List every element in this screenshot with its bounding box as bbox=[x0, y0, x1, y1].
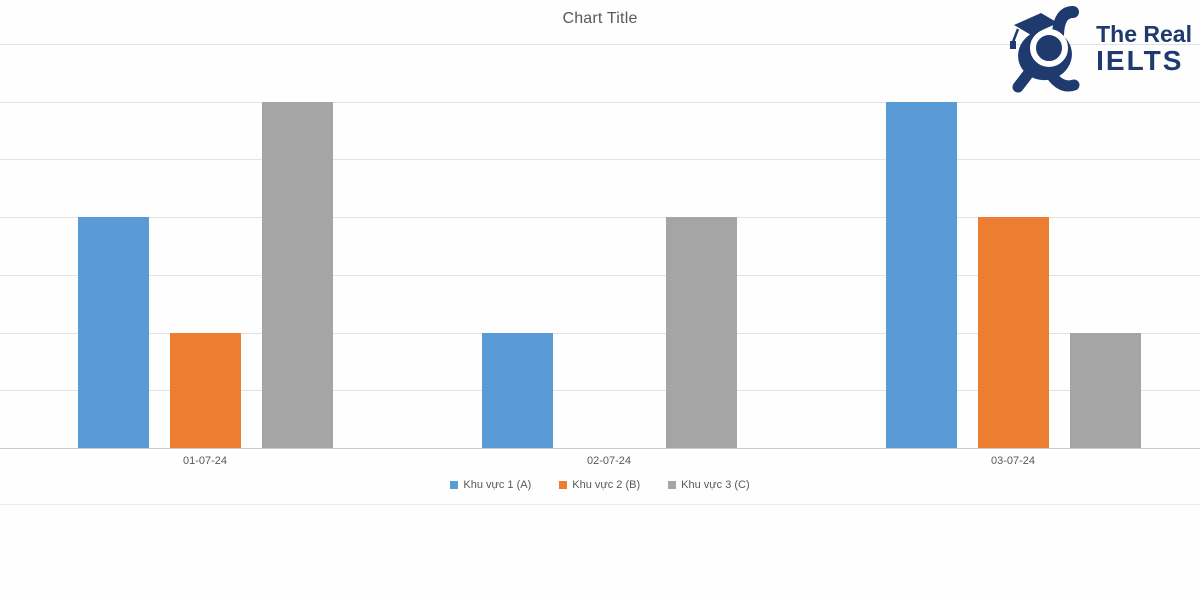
legend-item: Khu vực 2 (B) bbox=[559, 479, 640, 491]
bar-01-07-24-series3 bbox=[261, 102, 333, 448]
logo-text-line1: The Real bbox=[1096, 21, 1192, 48]
bar-02-07-24-series1 bbox=[481, 333, 553, 448]
x-axis-tick-label: 02-07-24 bbox=[586, 455, 632, 467]
gridline bbox=[0, 101, 1200, 103]
bar-01-07-24-series1 bbox=[77, 217, 149, 448]
legend-swatch-icon bbox=[450, 481, 459, 489]
gridline bbox=[0, 390, 1200, 392]
x-axis-tick-label: 03-07-24 bbox=[990, 455, 1036, 467]
logo-text-line2: IELTS bbox=[1096, 45, 1184, 77]
bar-03-07-24-series2 bbox=[977, 217, 1049, 448]
gridline bbox=[0, 332, 1200, 334]
logo: The Real IELTS bbox=[1006, 4, 1192, 94]
legend-item: Khu vực 3 (C) bbox=[668, 479, 750, 491]
divider-line bbox=[0, 504, 1200, 505]
x-axis-line bbox=[0, 448, 1200, 449]
bar-02-07-24-series3 bbox=[665, 217, 737, 448]
legend: Khu vực 1 (A) Khu vực 2 (B) Khu vực 3 (C) bbox=[0, 479, 1200, 491]
rabbit-graduate-mascot-icon bbox=[1010, 6, 1080, 93]
bar-03-07-24-series3 bbox=[1069, 333, 1141, 448]
gridline bbox=[0, 217, 1200, 219]
legend-swatch-icon bbox=[559, 481, 568, 489]
gridline bbox=[0, 159, 1200, 161]
gridline bbox=[0, 44, 1200, 45]
bar-03-07-24-series1 bbox=[885, 102, 957, 448]
chart-title: Chart Title bbox=[562, 10, 638, 27]
bar-01-07-24-series2 bbox=[169, 333, 241, 448]
x-axis-tick-label: 01-07-24 bbox=[182, 455, 228, 467]
gridline bbox=[0, 274, 1200, 276]
logo-text: The Real IELTS bbox=[1096, 22, 1192, 76]
legend-label: Khu vực 2 (B) bbox=[572, 479, 641, 491]
legend-swatch-icon bbox=[668, 481, 677, 489]
legend-label: Khu vực 3 (C) bbox=[681, 479, 750, 491]
legend-item: Khu vực 1 (A) bbox=[450, 479, 531, 491]
legend-label: Khu vực 1 (A) bbox=[463, 479, 532, 491]
